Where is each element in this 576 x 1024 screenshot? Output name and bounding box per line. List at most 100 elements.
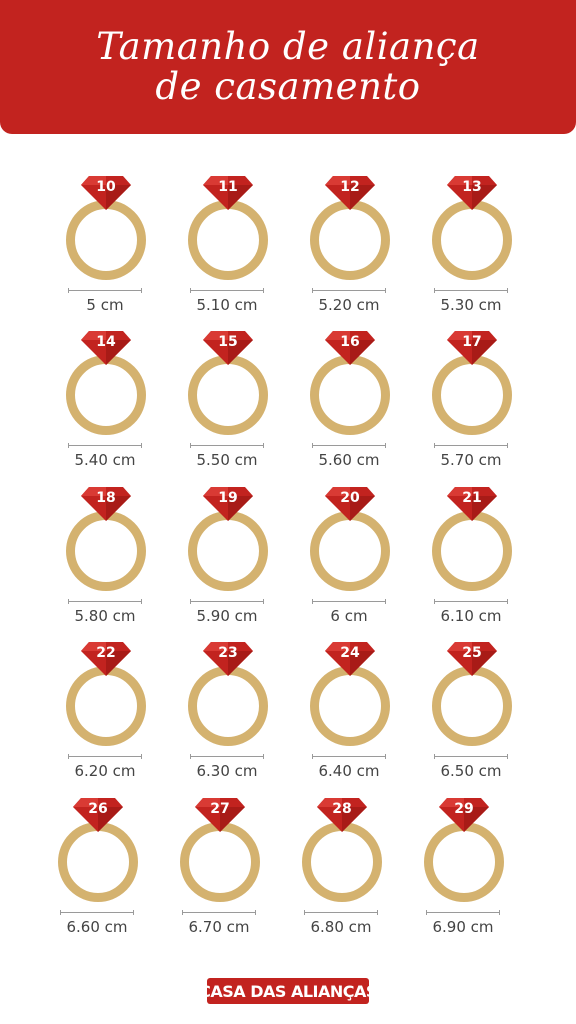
heart-diamond-shape [81, 176, 131, 210]
heart-diamond-icon: 27 [195, 798, 245, 832]
heart-diamond-shape [325, 176, 375, 210]
measure-line [68, 599, 142, 604]
ring-circumference-label: 5.80 cm [74, 607, 136, 625]
measure-line [68, 288, 142, 293]
heart-diamond-icon: 12 [325, 176, 375, 210]
ring-size-item: 22 6.20 cm [44, 642, 166, 792]
ring-size-number: 21 [462, 490, 482, 506]
heart-diamond-icon: 15 [203, 331, 253, 365]
ring-circumference-label: 5.10 cm [196, 296, 258, 314]
ring-icon [432, 511, 512, 591]
ring-icon [66, 511, 146, 591]
heart-diamond-icon: 26 [73, 798, 123, 832]
heart-diamond-shape [81, 331, 131, 365]
ring-icon [310, 355, 390, 435]
ring-size-item: 12 5.20 cm [288, 176, 410, 326]
ring-circumference-label: 6.40 cm [318, 762, 380, 780]
measure-line [190, 288, 264, 293]
heart-diamond-shape [195, 798, 245, 832]
measure-line [312, 754, 386, 759]
heart-diamond-icon: 17 [447, 331, 497, 365]
heart-diamond-shape [447, 642, 497, 676]
page-title-line-2: de casamento [155, 65, 421, 108]
ring-size-number: 11 [218, 179, 238, 195]
measure-line [312, 288, 386, 293]
heart-diamond-icon: 24 [325, 642, 375, 676]
ring-icon [310, 511, 390, 591]
ring-circumference-label: 6.90 cm [432, 918, 494, 936]
ring-size-item: 25 6.50 cm [410, 642, 532, 792]
ring-size-item: 19 5.90 cm [166, 487, 288, 637]
ring-size-number: 23 [218, 645, 238, 661]
heart-diamond-icon: 10 [81, 176, 131, 210]
ring-icon [310, 666, 390, 746]
ring-icon [188, 511, 268, 591]
ring-size-number: 28 [332, 801, 352, 817]
ring-size-number: 25 [462, 645, 482, 661]
measure-line [434, 443, 508, 448]
ring-size-item: 15 5.50 cm [166, 331, 288, 481]
brand-logo: CASA DAS ALIANÇAS [199, 978, 377, 1004]
heart-diamond-shape [81, 642, 131, 676]
heart-diamond-shape [325, 642, 375, 676]
measure-line [426, 910, 500, 915]
ring-circumference-label: 5.30 cm [440, 296, 502, 314]
ring-icon [66, 355, 146, 435]
ring-size-item: 17 5.70 cm [410, 331, 532, 481]
header-banner: Tamanho de aliança de casamento [0, 0, 576, 134]
ring-size-item: 24 6.40 cm [288, 642, 410, 792]
heart-diamond-shape [73, 798, 123, 832]
ring-icon [302, 822, 382, 902]
ring-circumference-label: 6.70 cm [188, 918, 250, 936]
heart-diamond-icon: 21 [447, 487, 497, 521]
ring-circumference-label: 5 cm [86, 296, 124, 314]
ring-size-item: 16 5.60 cm [288, 331, 410, 481]
measure-line [304, 910, 378, 915]
ring-icon [310, 200, 390, 280]
measure-line [60, 910, 134, 915]
ring-size-item: 23 6.30 cm [166, 642, 288, 792]
ring-size-item: 14 5.40 cm [44, 331, 166, 481]
heart-diamond-icon: 16 [325, 331, 375, 365]
heart-diamond-icon: 13 [447, 176, 497, 210]
ring-size-number: 10 [96, 179, 116, 195]
heart-diamond-icon: 20 [325, 487, 375, 521]
ring-icon [188, 200, 268, 280]
measure-line [434, 754, 508, 759]
heart-diamond-shape [447, 487, 497, 521]
measure-line [312, 443, 386, 448]
heart-diamond-icon: 22 [81, 642, 131, 676]
measure-line [434, 599, 508, 604]
ring-size-number: 22 [96, 645, 116, 661]
ring-size-number: 18 [96, 490, 116, 506]
ring-size-item: 29 6.90 cm [402, 798, 524, 948]
heart-diamond-shape [81, 487, 131, 521]
ring-size-number: 24 [340, 645, 360, 661]
heart-diamond-shape [203, 642, 253, 676]
ring-size-item: 11 5.10 cm [166, 176, 288, 326]
heart-diamond-shape [203, 331, 253, 365]
ring-size-item: 20 6 cm [288, 487, 410, 637]
heart-diamond-icon: 29 [439, 798, 489, 832]
ring-icon [66, 666, 146, 746]
heart-diamond-icon: 28 [317, 798, 367, 832]
ring-size-item: 13 5.30 cm [410, 176, 532, 326]
heart-diamond-shape [317, 798, 367, 832]
ring-size-number: 19 [218, 490, 238, 506]
ring-size-number: 16 [340, 334, 360, 350]
measure-line [190, 443, 264, 448]
ring-icon [58, 822, 138, 902]
ring-circumference-label: 5.20 cm [318, 296, 380, 314]
ring-icon [66, 200, 146, 280]
heart-diamond-shape [325, 487, 375, 521]
heart-diamond-icon: 25 [447, 642, 497, 676]
ring-icon [188, 666, 268, 746]
ring-icon [432, 200, 512, 280]
ring-circumference-label: 5.50 cm [196, 451, 258, 469]
heart-diamond-shape [447, 331, 497, 365]
ring-size-item: 28 6.80 cm [280, 798, 402, 948]
heart-diamond-shape [447, 176, 497, 210]
measure-line [312, 599, 386, 604]
ring-circumference-label: 5.70 cm [440, 451, 502, 469]
brand-label: CASA DAS ALIANÇAS [199, 981, 377, 1001]
